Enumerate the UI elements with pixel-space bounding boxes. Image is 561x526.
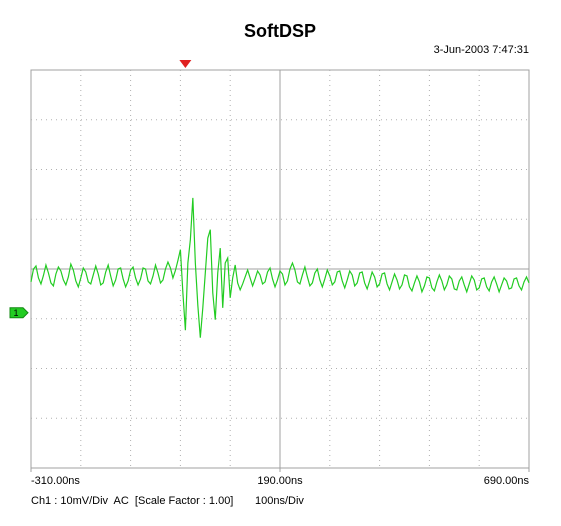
chart-title: SoftDSP	[244, 21, 316, 41]
trigger-marker	[179, 60, 192, 68]
x-tick-label: -310.00ns	[31, 475, 80, 487]
x-tick-label: 690.00ns	[484, 475, 530, 487]
waveform	[30, 197, 530, 338]
timestamp: 3-Jun-2003 7:47:31	[434, 44, 529, 56]
channel-marker	[9, 307, 29, 319]
x-tick-label: 190.00ns	[257, 475, 303, 487]
time-base: 100ns/Div	[255, 495, 304, 507]
channel-label: 1	[13, 308, 18, 318]
scale-info: Ch1 : 10mV/Div AC [Scale Factor : 1.00]	[31, 495, 233, 507]
